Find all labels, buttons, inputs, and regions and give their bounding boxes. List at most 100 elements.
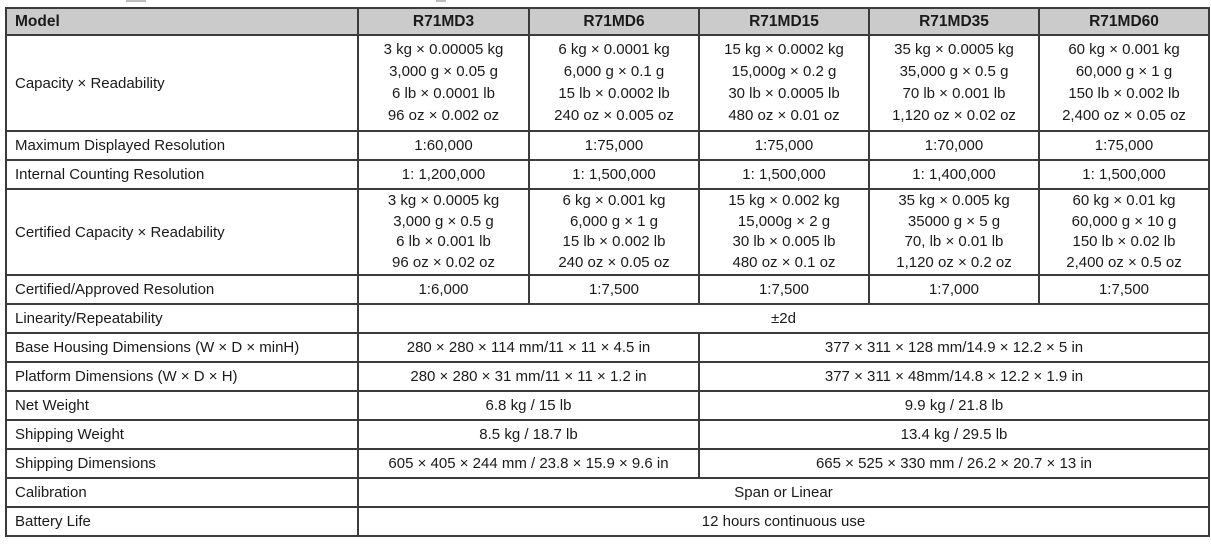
spec-line: 35 kg × 0.005 kg [898, 192, 1010, 209]
spec-line: 15,000g × 0.2 g [731, 63, 837, 80]
capacity-cell-r71md35: 35 kg × 0.0005 kg 35,000 g × 0.5 g 70 lb… [868, 34, 1040, 132]
linearity-value-cell: ±2d [357, 303, 1210, 334]
spec-line: 3 kg × 0.0005 kg [387, 192, 500, 209]
certified-capacity-cell-r71md6: 6 kg × 0.001 kg 6,000 g × 1 g 15 lb × 0.… [528, 188, 700, 276]
certified-resolution-cell-r71md35: 1:7,000 [868, 274, 1040, 305]
row-label-linearity: Linearity/Repeatability [5, 303, 359, 334]
cropped-text-artifact [436, 0, 446, 2]
row-label-max-resolution: Maximum Displayed Resolution [5, 130, 359, 161]
spec-line: 60 kg × 0.01 kg [1072, 192, 1176, 209]
spec-line: 3,000 g × 0.5 g [393, 212, 494, 230]
certified-capacity-cell-r71md35: 35 kg × 0.005 kg 35000 g × 5 g 70, lb × … [868, 188, 1040, 276]
row-internal-counting-resolution: Internal Counting Resolution 1: 1,200,00… [5, 159, 1210, 190]
spec-line: 2,400 oz × 0.05 oz [1062, 107, 1186, 124]
certified-capacity-cell-r71md3: 3 kg × 0.0005 kg 3,000 g × 0.5 g 6 lb × … [357, 188, 530, 276]
battery-life-value-cell: 12 hours continuous use [357, 506, 1210, 537]
row-label-capacity: Capacity × Readability [5, 34, 359, 132]
spec-line: 6 lb × 0.0001 lb [391, 85, 495, 102]
spec-line: 150 lb × 0.02 lb [1072, 233, 1176, 250]
spec-line: 150 lb × 0.002 lb [1068, 85, 1180, 102]
row-platform-dimensions: Platform Dimensions (W × D × H) 280 × 28… [5, 361, 1210, 392]
spec-line: 15 lb × 0.0002 lb [558, 85, 670, 102]
base-housing-cell-small-models: 280 × 280 × 114 mm/11 × 11 × 4.5 in [357, 332, 700, 363]
row-label-shipping-dimensions: Shipping Dimensions [5, 448, 359, 479]
spec-line: 96 oz × 0.02 oz [392, 253, 495, 271]
net-weight-cell-small-models: 6.8 kg / 15 lb [357, 390, 700, 421]
max-resolution-cell-r71md3: 1:60,000 [357, 130, 530, 161]
row-label-internal-resolution: Internal Counting Resolution [5, 159, 359, 190]
spec-line: 15 kg × 0.002 kg [728, 192, 840, 209]
spec-line: 1,120 oz × 0.02 oz [892, 107, 1016, 124]
spec-line: 2,400 oz × 0.5 oz [1066, 253, 1182, 271]
row-label-certified-resolution: Certified/Approved Resolution [5, 274, 359, 305]
spec-line: 96 oz × 0.002 oz [387, 107, 500, 124]
max-resolution-cell-r71md15: 1:75,000 [698, 130, 870, 161]
spec-line: 30 lb × 0.005 lb [732, 233, 836, 250]
spec-line: 30 lb × 0.0005 lb [728, 85, 840, 102]
certified-resolution-cell-r71md6: 1:7,500 [528, 274, 700, 305]
row-net-weight: Net Weight 6.8 kg / 15 lb 9.9 kg / 21.8 … [5, 390, 1210, 421]
row-label-base-housing: Base Housing Dimensions (W × D × minH) [5, 332, 359, 363]
max-resolution-cell-r71md6: 1:75,000 [528, 130, 700, 161]
spec-line: 3,000 g × 0.05 g [389, 63, 498, 80]
capacity-cell-r71md3: 3 kg × 0.00005 kg 3,000 g × 0.05 g 6 lb … [357, 34, 530, 132]
spec-line: 3 kg × 0.00005 kg [383, 41, 504, 58]
spec-line: 70 lb × 0.001 lb [902, 85, 1006, 102]
internal-resolution-cell-r71md3: 1: 1,200,000 [357, 159, 530, 190]
certified-capacity-cell-r71md60: 60 kg × 0.01 kg 60,000 g × 10 g 150 lb ×… [1038, 188, 1210, 276]
model-column-r71md60: R71MD60 [1038, 7, 1210, 36]
model-column-r71md35: R71MD35 [868, 7, 1040, 36]
spec-line: 60,000 g × 1 g [1075, 63, 1173, 80]
row-shipping-dimensions: Shipping Dimensions 605 × 405 × 244 mm /… [5, 448, 1210, 479]
row-label-certified-capacity: Certified Capacity × Readability [5, 188, 359, 276]
spec-line: 240 oz × 0.05 oz [558, 253, 670, 271]
internal-resolution-cell-r71md6: 1: 1,500,000 [528, 159, 700, 190]
spec-line: 15 lb × 0.002 lb [562, 233, 666, 250]
row-shipping-weight: Shipping Weight 8.5 kg / 18.7 lb 13.4 kg… [5, 419, 1210, 450]
spec-line: 35 kg × 0.0005 kg [894, 41, 1014, 58]
internal-resolution-cell-r71md60: 1: 1,500,000 [1038, 159, 1210, 190]
platform-cell-large-models: 377 × 311 × 48mm/14.8 × 12.2 × 1.9 in [698, 361, 1210, 392]
row-calibration: Calibration Span or Linear [5, 477, 1210, 508]
capacity-cell-r71md6: 6 kg × 0.0001 kg 6,000 g × 0.1 g 15 lb ×… [528, 34, 700, 132]
spec-line: 60,000 g × 10 g [1071, 212, 1177, 230]
spec-line: 480 oz × 0.01 oz [728, 107, 840, 124]
row-base-housing-dimensions: Base Housing Dimensions (W × D × minH) 2… [5, 332, 1210, 363]
max-resolution-cell-r71md35: 1:70,000 [868, 130, 1040, 161]
spec-line: 15,000g × 2 g [737, 212, 831, 230]
spec-line: 480 oz × 0.1 oz [732, 253, 836, 271]
row-label-net-weight: Net Weight [5, 390, 359, 421]
spec-line: 6,000 g × 0.1 g [563, 63, 665, 80]
calibration-value-cell: Span or Linear [357, 477, 1210, 508]
capacity-cell-r71md60: 60 kg × 0.001 kg 60,000 g × 1 g 150 lb ×… [1038, 34, 1210, 132]
model-column-r71md3: R71MD3 [357, 7, 530, 36]
model-column-r71md15: R71MD15 [698, 7, 870, 36]
spec-line: 6,000 g × 1 g [570, 212, 658, 230]
row-label-calibration: Calibration [5, 477, 359, 508]
row-label-shipping-weight: Shipping Weight [5, 419, 359, 450]
capacity-cell-r71md15: 15 kg × 0.0002 kg 15,000g × 0.2 g 30 lb … [698, 34, 870, 132]
shipping-weight-cell-large-models: 13.4 kg / 29.5 lb [698, 419, 1210, 450]
row-label-platform: Platform Dimensions (W × D × H) [5, 361, 359, 392]
spec-line: 35000 g × 5 g [907, 212, 1001, 230]
row-label-battery-life: Battery Life [5, 506, 359, 537]
spec-line: 15 kg × 0.0002 kg [724, 41, 844, 58]
platform-cell-small-models: 280 × 280 × 31 mm/11 × 11 × 1.2 in [357, 361, 700, 392]
model-column-r71md6: R71MD6 [528, 7, 700, 36]
base-housing-cell-large-models: 377 × 311 × 128 mm/14.9 × 12.2 × 5 in [698, 332, 1210, 363]
shipping-dimensions-cell-small-models: 605 × 405 × 244 mm / 23.8 × 15.9 × 9.6 i… [357, 448, 700, 479]
spec-line: 6 lb × 0.001 lb [396, 233, 491, 250]
shipping-weight-cell-small-models: 8.5 kg / 18.7 lb [357, 419, 700, 450]
max-resolution-cell-r71md60: 1:75,000 [1038, 130, 1210, 161]
spec-line: 1,120 oz × 0.2 oz [896, 253, 1012, 271]
certified-resolution-cell-r71md60: 1:7,500 [1038, 274, 1210, 305]
row-certified-approved-resolution: Certified/Approved Resolution 1:6,000 1:… [5, 274, 1210, 305]
spec-line: 240 oz × 0.005 oz [554, 107, 674, 124]
spec-line: 6 kg × 0.0001 kg [558, 41, 670, 58]
row-battery-life: Battery Life 12 hours continuous use [5, 506, 1210, 537]
row-capacity-readability: Capacity × Readability 3 kg × 0.00005 kg… [5, 34, 1210, 132]
spec-line: 6 kg × 0.001 kg [562, 192, 666, 209]
spec-line: 35,000 g × 0.5 g [899, 63, 1009, 80]
row-linearity-repeatability: Linearity/Repeatability ±2d [5, 303, 1210, 334]
net-weight-cell-large-models: 9.9 kg / 21.8 lb [698, 390, 1210, 421]
